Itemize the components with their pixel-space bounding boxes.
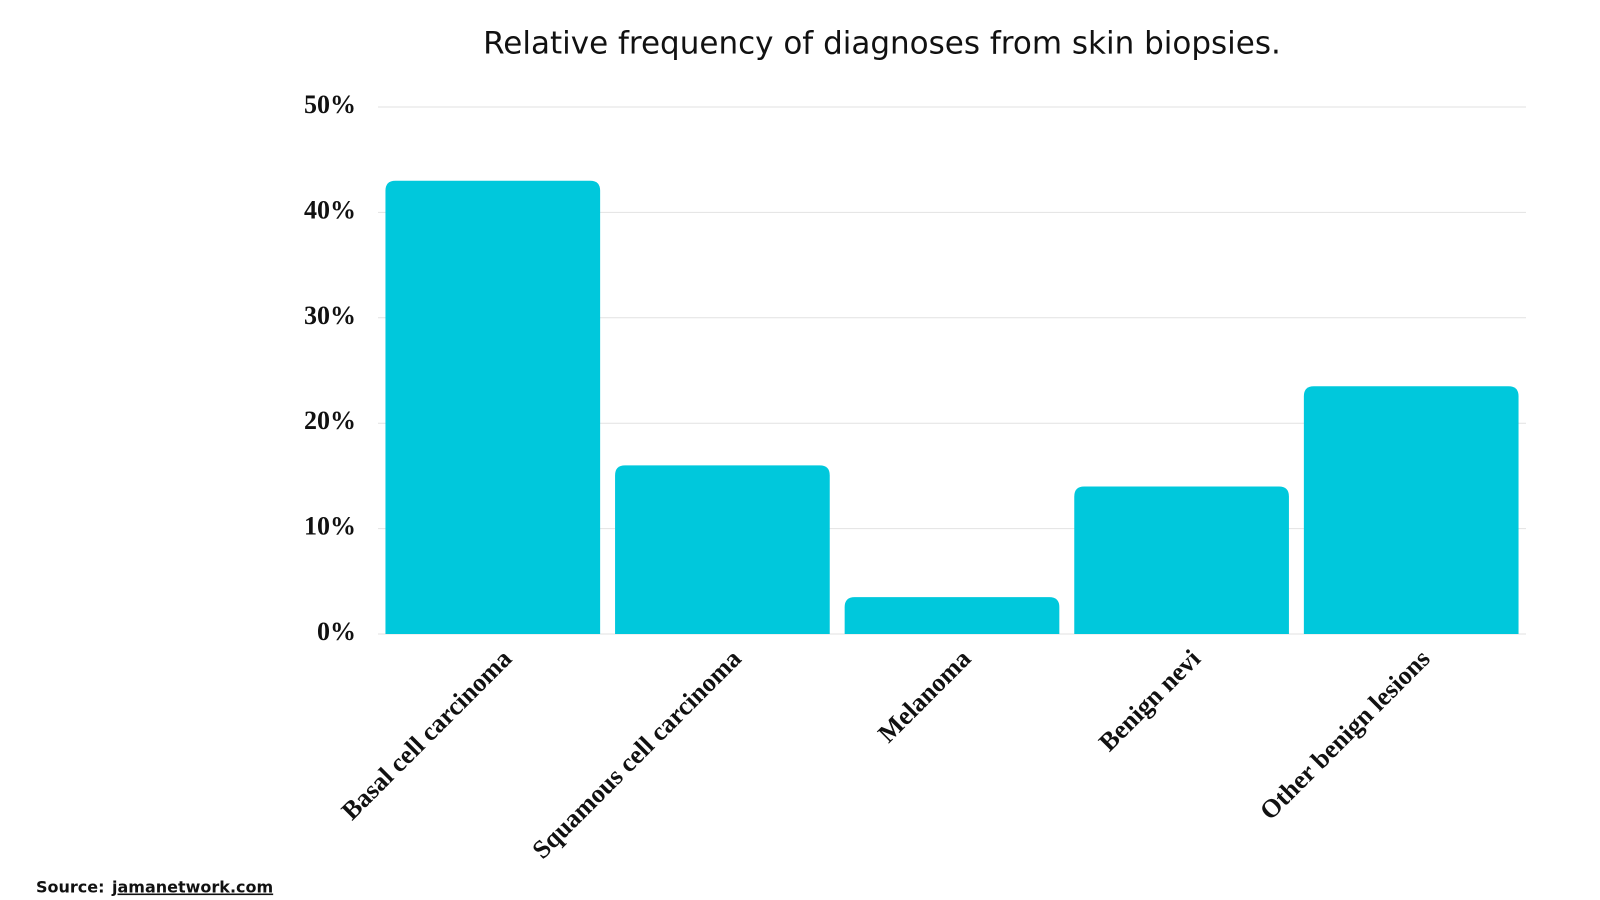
y-tick-label: 40% <box>304 195 356 224</box>
y-tick-label: 0% <box>317 617 356 646</box>
chart-title: Relative frequency of diagnoses from ski… <box>483 26 1281 62</box>
y-tick-label: 10% <box>304 512 356 541</box>
bar <box>385 180 601 634</box>
bar <box>844 597 1060 634</box>
bar <box>1303 386 1519 634</box>
bar <box>1074 486 1289 634</box>
source-link[interactable]: jamanetwork.com <box>111 878 273 897</box>
x-tick-label: Melanoma <box>872 644 976 748</box>
bar <box>615 465 830 634</box>
y-tick-label: 20% <box>304 406 356 435</box>
x-tick-label: Squamous cell carcinoma <box>527 644 747 864</box>
y-tick-label: 50% <box>304 90 356 119</box>
y-tick-label: 30% <box>304 301 356 330</box>
source-label: Source: <box>36 878 105 897</box>
x-tick-label: Other benign lesions <box>1254 644 1436 826</box>
x-tick-label: Benign nevi <box>1093 644 1206 757</box>
x-tick-label: Basal cell carcinoma <box>336 644 518 826</box>
